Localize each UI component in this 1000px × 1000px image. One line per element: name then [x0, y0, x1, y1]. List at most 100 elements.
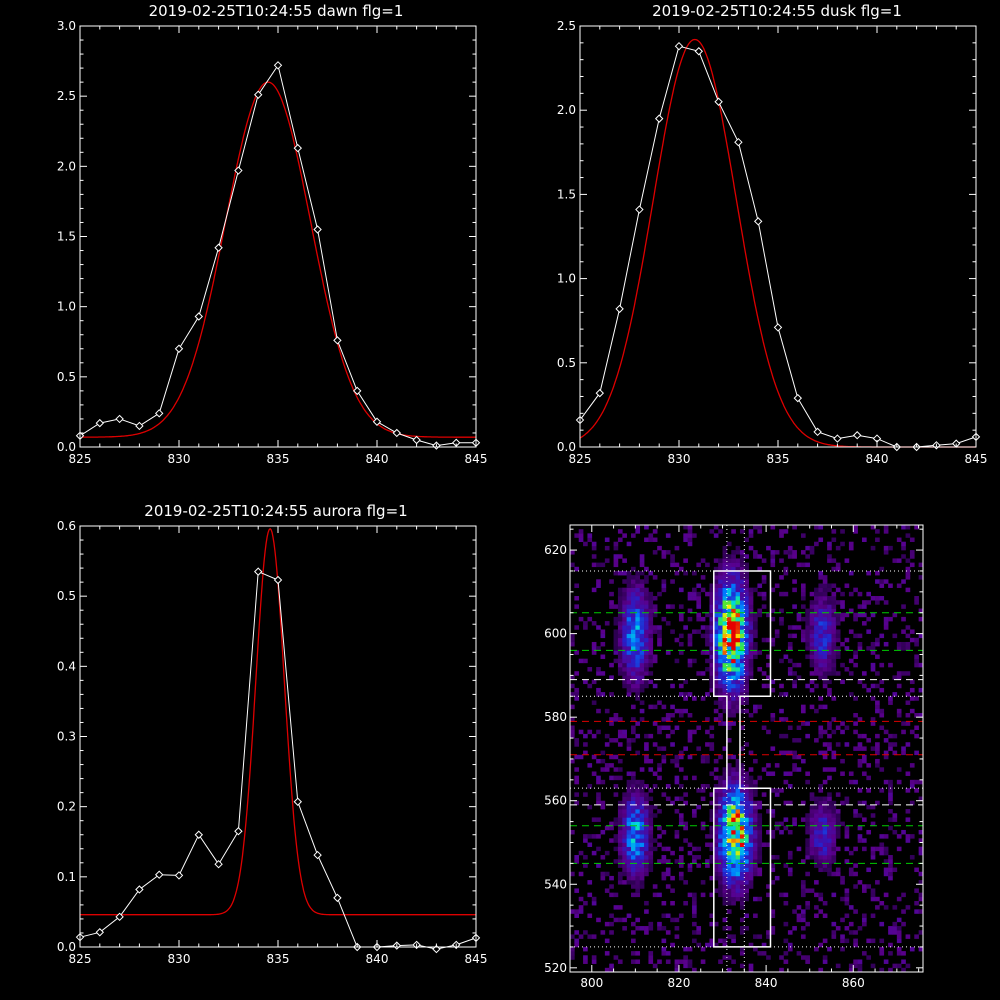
- heatmap-pixel: [918, 608, 924, 614]
- heatmap-pixel: [844, 926, 850, 931]
- heatmap-pixel: [722, 800, 728, 806]
- heatmap-pixel: [648, 921, 654, 927]
- heatmap-pixel: [827, 733, 832, 739]
- heatmap-pixel: [722, 821, 728, 827]
- heatmap-pixel: [713, 687, 719, 693]
- heatmap-pixel: [626, 604, 632, 609]
- heatmap-pixel: [709, 658, 715, 664]
- heatmap-pixel: [570, 871, 575, 877]
- heatmap-pixel: [570, 683, 575, 689]
- heatmap-pixel: [657, 591, 662, 597]
- heatmap-pixel: [753, 779, 758, 785]
- heatmap-pixel: [853, 529, 858, 534]
- heatmap-pixel: [622, 796, 627, 802]
- heatmap-pixel: [888, 867, 893, 873]
- heatmap-pixel: [700, 892, 706, 898]
- heatmap-pixel: [814, 600, 819, 605]
- heatmap-pixel: [848, 692, 854, 697]
- heatmap-pixel: [626, 796, 632, 802]
- heatmap-pixel: [635, 687, 641, 693]
- heatmap-pixel: [652, 629, 658, 634]
- heatmap-pixel: [853, 871, 858, 877]
- heatmap-pixel: [687, 616, 693, 622]
- heatmap-pixel: [748, 875, 754, 881]
- heatmap-pixel: [853, 809, 858, 814]
- heatmap-pixel: [766, 763, 771, 768]
- heatmap-pixel: [888, 792, 893, 797]
- heatmap-pixel: [600, 671, 606, 676]
- heatmap-pixel: [840, 679, 845, 685]
- heatmap-pixel: [814, 809, 819, 814]
- aurora-data-point: [95, 928, 105, 937]
- heatmap-pixel: [617, 834, 623, 839]
- heatmap-pixel: [827, 721, 832, 726]
- dusk-data-point: [654, 114, 664, 123]
- heatmap-pixel: [905, 963, 911, 969]
- heatmap-pixel: [696, 600, 702, 605]
- heatmap-pixel: [617, 804, 623, 810]
- heatmap-pixel: [892, 692, 898, 697]
- heatmap-pixel: [875, 742, 880, 747]
- heatmap-pixel: [626, 742, 632, 747]
- heatmap-pixel: [617, 587, 623, 593]
- heatmap-pixel: [827, 946, 832, 952]
- heatmap-pixel: [827, 604, 832, 609]
- heatmap-pixel: [661, 579, 667, 584]
- heatmap-pixel: [631, 671, 636, 676]
- heatmap-pixel: [631, 667, 636, 672]
- heatmap-pixel: [766, 675, 771, 680]
- heatmap-pixel: [805, 616, 810, 622]
- heatmap-pixel: [870, 662, 876, 668]
- heatmap-pixel: [722, 721, 728, 726]
- heatmap-pixel: [914, 750, 919, 756]
- heatmap-pixel: [657, 637, 662, 643]
- heatmap-pixel: [853, 616, 858, 622]
- heatmap-pixel: [744, 926, 749, 931]
- heatmap-pixel: [678, 767, 684, 772]
- heatmap-pixel: [744, 796, 749, 802]
- heatmap-pixel: [644, 621, 649, 626]
- heatmap-pixel: [713, 863, 719, 868]
- heatmap-pixel: [609, 921, 614, 927]
- heatmap-pixel: [883, 959, 889, 964]
- heatmap-pixel: [735, 591, 741, 597]
- heatmap-pixel: [753, 838, 758, 843]
- heatmap-pixel: [661, 900, 667, 906]
- heatmap-pixel: [814, 834, 819, 839]
- heatmap-pixel: [731, 687, 736, 693]
- heatmap-pixel: [692, 809, 697, 814]
- heatmap-pixel: [609, 875, 614, 881]
- heatmap-pixel: [622, 859, 627, 864]
- heatmap-pixel: [818, 608, 824, 614]
- heatmap-pixel: [648, 591, 654, 597]
- heatmap-pixel: [739, 917, 745, 923]
- heatmap-pixel: [692, 696, 697, 701]
- heatmap-pixel: [744, 537, 749, 543]
- heatmap-pixel: [735, 796, 741, 802]
- aurora-data-point: [234, 827, 243, 836]
- heatmap-pixel: [870, 963, 876, 969]
- heatmap-pixel: [739, 930, 745, 935]
- heatmap-pixel: [622, 821, 627, 827]
- heatmap-pixel: [583, 955, 588, 960]
- heatmap-pixel: [587, 880, 593, 885]
- heatmap-pixel: [875, 637, 880, 643]
- heatmap-pixel: [639, 796, 645, 802]
- heatmap-pixel: [739, 788, 745, 793]
- heatmap-pixel: [792, 604, 797, 609]
- heatmap-pixel: [896, 779, 902, 785]
- heatmap-pixel: [787, 855, 793, 860]
- heatmap-pixel: [831, 804, 837, 810]
- heatmap-pixel: [726, 892, 732, 898]
- heatmap-pixel: [705, 942, 710, 948]
- heatmap-pixel: [831, 654, 837, 659]
- heatmap-pixel: [726, 767, 732, 772]
- heatmap-pixel: [905, 771, 911, 776]
- heatmap-pixel: [792, 909, 797, 914]
- heatmap-pixel: [805, 683, 810, 689]
- heatmap-pixel: [748, 825, 754, 831]
- heatmap-pixel: [731, 612, 736, 618]
- heatmap-pixel: [661, 554, 667, 559]
- heatmap-pixel: [726, 700, 732, 705]
- heatmap-pixel: [631, 829, 636, 835]
